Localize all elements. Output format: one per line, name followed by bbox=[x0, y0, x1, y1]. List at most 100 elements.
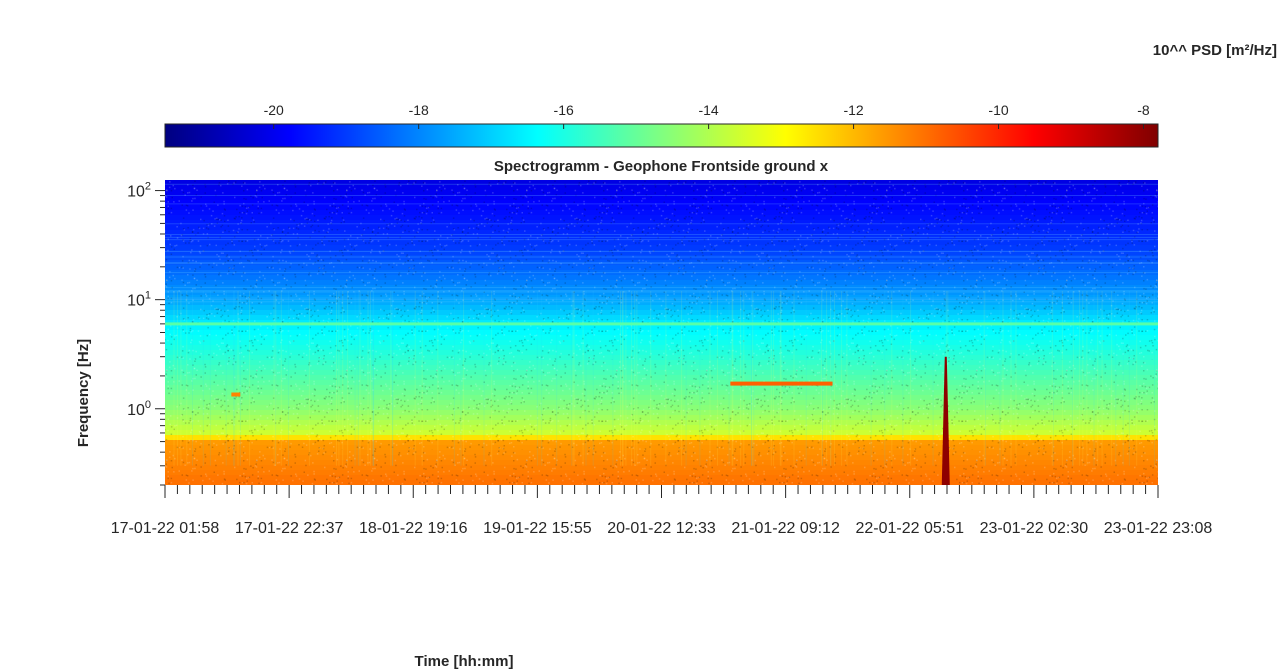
spectrogram-streak bbox=[280, 291, 282, 466]
colorbar-tick-label: -8 bbox=[1137, 102, 1150, 118]
spectrogram-streak bbox=[572, 291, 574, 466]
spectrogram-streak bbox=[414, 291, 416, 466]
x-tick-label: 19-01-22 15:55 bbox=[483, 520, 592, 537]
spectrogram-streak bbox=[1079, 291, 1081, 466]
spectrogram-streak bbox=[1101, 291, 1103, 466]
spectrogram-streak bbox=[826, 291, 828, 466]
spectrogram-streak bbox=[884, 291, 886, 466]
spectrogram-streak bbox=[793, 291, 795, 466]
spectrogram-streak bbox=[392, 291, 394, 466]
spectrogram-streak bbox=[636, 291, 638, 466]
spectrogram-streak bbox=[821, 291, 823, 466]
spectrogram-streak bbox=[359, 291, 361, 466]
spectrogram-hline bbox=[165, 290, 1158, 292]
spectrogram-streak bbox=[1002, 291, 1004, 466]
x-tick-label: 21-01-22 09:12 bbox=[731, 520, 840, 537]
spectrogram-streak bbox=[209, 291, 211, 466]
spectrogram-streak bbox=[1115, 291, 1117, 466]
spectrogram-streak bbox=[751, 291, 753, 466]
spectrogram-streak bbox=[354, 291, 356, 466]
y-tick-label: 101 bbox=[127, 290, 151, 310]
spectrogram-streak bbox=[780, 291, 782, 466]
colorbar-ticks: -20 -18 -16 -14 -12 -10 -8 bbox=[264, 102, 1150, 129]
spectrogram-streak bbox=[571, 291, 573, 466]
spectrogram-streak bbox=[234, 291, 236, 466]
x-tick-label: 20-01-22 12:33 bbox=[607, 520, 716, 537]
x-tick-label: 17-01-22 01:58 bbox=[111, 520, 220, 537]
y-tick-label: 102 bbox=[127, 181, 151, 201]
spectrogram-streak bbox=[288, 291, 289, 466]
spectrogram-streak bbox=[620, 291, 621, 466]
spectrogram-streak bbox=[621, 291, 623, 466]
spectrogram-streak bbox=[622, 291, 624, 466]
spectrogram-streak bbox=[728, 291, 730, 466]
y-axis: 100 101 102 bbox=[127, 181, 165, 486]
broadband-event-mark bbox=[941, 356, 950, 485]
spectrogram-streak bbox=[173, 291, 175, 466]
spectrogram-hline bbox=[165, 236, 1158, 238]
y-axis-label: Frequency [Hz] bbox=[75, 339, 92, 447]
spectrogram-streak bbox=[830, 291, 832, 466]
spectrogram-streak bbox=[1136, 291, 1138, 466]
spectrogram-streak bbox=[592, 291, 594, 466]
spectrogram-streak bbox=[751, 291, 753, 466]
spectrogram-streak bbox=[453, 291, 455, 466]
spectrogram-streak bbox=[372, 291, 374, 466]
spectrogram-hline bbox=[165, 183, 1158, 185]
spectrogram-streak bbox=[186, 291, 188, 466]
colorbar-label: 10^^ PSD [m²/Hz] bbox=[1153, 42, 1277, 59]
spectrogram-hline bbox=[165, 287, 1158, 289]
spectrogram-streak bbox=[984, 291, 986, 466]
spectrogram-streak bbox=[338, 291, 340, 466]
colorbar-tick-label: -20 bbox=[264, 102, 284, 118]
tonal-line-mark bbox=[165, 322, 1158, 326]
spectrogram-streak bbox=[634, 291, 636, 466]
spectrogram-streak bbox=[983, 291, 985, 466]
spectrogram-streak bbox=[999, 291, 1001, 466]
spectrogram-streak bbox=[685, 291, 687, 466]
spectrogram-hline bbox=[165, 239, 1158, 241]
spectrogram-hline bbox=[165, 263, 1158, 265]
spectrogram-streak bbox=[437, 291, 439, 466]
spectrogram-streak bbox=[805, 291, 807, 466]
spectrogram-streak bbox=[717, 291, 718, 466]
spectrogram-streak bbox=[177, 291, 178, 466]
colorbar-tick-label: -14 bbox=[698, 102, 718, 118]
spectrogram-streak bbox=[891, 291, 893, 466]
x-tick-label: 22-01-22 05:51 bbox=[855, 520, 964, 537]
spectrogram-streak bbox=[773, 291, 775, 466]
spectrogram-streak bbox=[1093, 291, 1095, 466]
spectrogram-streak bbox=[1072, 291, 1074, 466]
spectrogram-hline bbox=[165, 256, 1158, 258]
spectrogram-streak bbox=[846, 291, 848, 466]
spectrogram-streak bbox=[342, 291, 344, 466]
spectrogram-streak bbox=[740, 291, 742, 466]
colorbar-tick-label: -18 bbox=[409, 102, 429, 118]
spectrogram-streak bbox=[460, 291, 462, 466]
spectrogram-streak bbox=[1051, 291, 1053, 466]
spectrogram-streak bbox=[1052, 291, 1054, 466]
colorbar-gradient bbox=[164, 123, 1159, 148]
spectrogram-streak bbox=[582, 291, 584, 466]
x-tick-label: 18-01-22 19:16 bbox=[359, 520, 468, 537]
spectrogram-streak bbox=[369, 291, 371, 466]
spectrogram-streak bbox=[491, 291, 493, 466]
spectrogram-streak bbox=[822, 291, 823, 466]
spectrogram-streak bbox=[770, 291, 772, 466]
spectrogram-streak bbox=[650, 291, 652, 466]
spectrogram-hline bbox=[165, 195, 1158, 196]
x-axis: 17-01-22 01:58 17-01-22 22:37 18-01-22 19:… bbox=[111, 485, 1212, 537]
spectrogram-streak bbox=[830, 291, 832, 466]
spectrogram-streak bbox=[357, 291, 359, 466]
spectrogram-streak bbox=[779, 291, 781, 466]
spectrogram-plot: 100 101 102 17-01-22 01:58 17-01-22 22:37 18… bbox=[111, 180, 1212, 537]
spectrogram-hline bbox=[165, 272, 1158, 274]
spectrogram-streak bbox=[732, 291, 734, 466]
spectrogram-streak bbox=[612, 291, 614, 466]
spectrogram-streak bbox=[463, 291, 465, 466]
spectrogram-streak bbox=[372, 291, 374, 466]
spectrogram-hline bbox=[165, 203, 1158, 205]
spectrogram-streak bbox=[752, 291, 754, 466]
x-tick-label: 17-01-22 22:37 bbox=[235, 520, 344, 537]
x-tick-label: 23-01-22 02:30 bbox=[980, 520, 1089, 537]
